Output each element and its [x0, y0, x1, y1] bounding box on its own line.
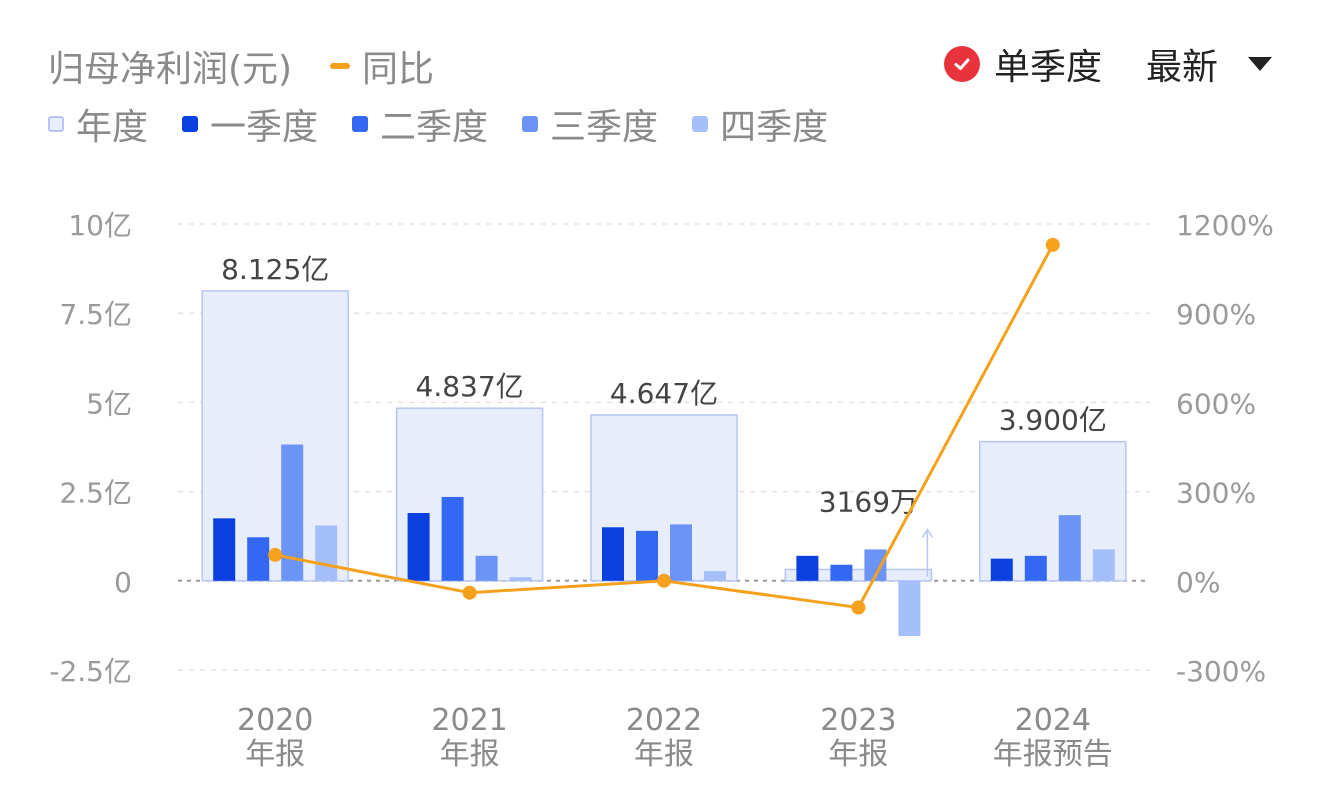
legend-swatch-q3: [522, 116, 539, 132]
right-tick-label: -300%: [1176, 655, 1266, 688]
yoy-legend: 同比: [330, 40, 434, 92]
right-tick-label: 1200%: [1176, 209, 1274, 242]
legend-label-annual: 年度: [76, 107, 149, 148]
series-legend: 年度 一季度 二季度 三季度 四季度: [48, 98, 862, 150]
legend-item-annual[interactable]: 年度: [48, 98, 148, 150]
legend-swatch-annual: [48, 116, 64, 132]
quarter-bar-q3: [281, 444, 304, 581]
chart-title: 归母净利润(元): [48, 49, 293, 90]
legend-item-q4[interactable]: 四季度: [692, 98, 828, 150]
right-tick-label: 900%: [1176, 298, 1256, 331]
quarter-bar-q4: [509, 577, 532, 581]
period-controls: 单季度 最新: [943, 38, 1272, 90]
quarter-bar-q3: [475, 555, 498, 581]
single-quarter-toggle[interactable]: 单季度: [993, 47, 1102, 88]
right-tick-label: 600%: [1176, 387, 1256, 420]
yoy-point: [657, 573, 671, 588]
legend-label-q2: 二季度: [380, 107, 489, 148]
quarter-bar-q2: [1024, 555, 1047, 581]
annual-value-label: 4.837亿: [416, 370, 524, 403]
quarter-bar-q4: [1092, 549, 1115, 581]
annual-value-label: 4.647亿: [610, 377, 718, 410]
quarter-bar-q2: [247, 537, 270, 581]
quarter-bar-q1: [213, 518, 236, 581]
annual-value-label: 8.125亿: [221, 253, 329, 286]
quarter-bar-q2: [830, 564, 853, 581]
yoy-legend-label: 同比: [362, 49, 435, 90]
legend-label-q3: 三季度: [550, 107, 659, 148]
quarter-bar-q4: [704, 571, 726, 581]
right-tick-label: 300%: [1176, 477, 1256, 510]
x-tick-period: 年报: [245, 737, 305, 772]
quarter-bar-q4: [315, 525, 338, 581]
left-tick-label: 2.5亿: [59, 477, 132, 510]
yoy-point: [462, 585, 477, 600]
x-tick-year: 2020: [237, 703, 313, 738]
legend-item-q2[interactable]: 二季度: [352, 98, 488, 150]
left-tick-label: 5亿: [86, 387, 132, 420]
left-tick-label: 0: [114, 566, 132, 599]
quarter-bar-q4: [898, 580, 921, 637]
quarter-bar-q2: [441, 496, 464, 581]
left-tick-label: 10亿: [68, 209, 132, 242]
left-tick-label: -2.5亿: [49, 655, 132, 688]
x-tick-period: 年报: [440, 737, 500, 772]
left-tick-label: 7.5亿: [59, 298, 132, 331]
x-tick-year: 2024: [1015, 703, 1091, 738]
x-tick-period: 年报: [634, 737, 694, 772]
quarter-bar-q1: [796, 555, 819, 581]
right-tick-label: 0%: [1176, 566, 1220, 599]
annual-value-label: 3.900亿: [999, 404, 1107, 437]
quarter-bar-q3: [864, 549, 887, 581]
legend-label-q4: 四季度: [720, 107, 829, 148]
latest-dropdown[interactable]: 最新: [1145, 47, 1218, 88]
legend-swatch-q1: [182, 116, 199, 132]
x-tick-period: 年报预告: [993, 737, 1113, 772]
quarter-bar-q1: [602, 527, 624, 581]
legend-label-q1: 一季度: [210, 107, 319, 148]
annual-bar: [784, 568, 933, 582]
x-tick-period: 年报: [828, 737, 888, 772]
yoy-point: [1045, 237, 1060, 252]
x-tick-year: 2021: [431, 703, 507, 738]
yoy-point: [851, 600, 866, 615]
x-tick-year: 2022: [626, 703, 702, 738]
caret-down-icon[interactable]: [1248, 57, 1272, 71]
legend-item-q3[interactable]: 三季度: [522, 98, 658, 150]
quarter-bar-q3: [1058, 515, 1081, 581]
quarter-bar-q2: [636, 530, 658, 581]
annual-value-label: 3169万: [819, 485, 918, 518]
quarter-bar-q3: [670, 524, 692, 581]
legend-swatch-q4: [692, 116, 709, 132]
check-icon[interactable]: [943, 46, 980, 82]
x-tick-year: 2023: [820, 703, 896, 738]
yoy-swatch: [330, 63, 350, 69]
chart-header: 归母净利润(元) 同比 单季度 最新 年度 一季度 二季度 三季度: [0, 0, 1320, 160]
small-value-arrowhead: [921, 528, 934, 538]
yoy-point: [268, 547, 283, 562]
quarter-bar-q1: [407, 513, 430, 581]
quarter-bar-q1: [990, 558, 1013, 581]
legend-swatch-q2: [352, 116, 369, 132]
legend-item-q1[interactable]: 一季度: [182, 98, 318, 150]
